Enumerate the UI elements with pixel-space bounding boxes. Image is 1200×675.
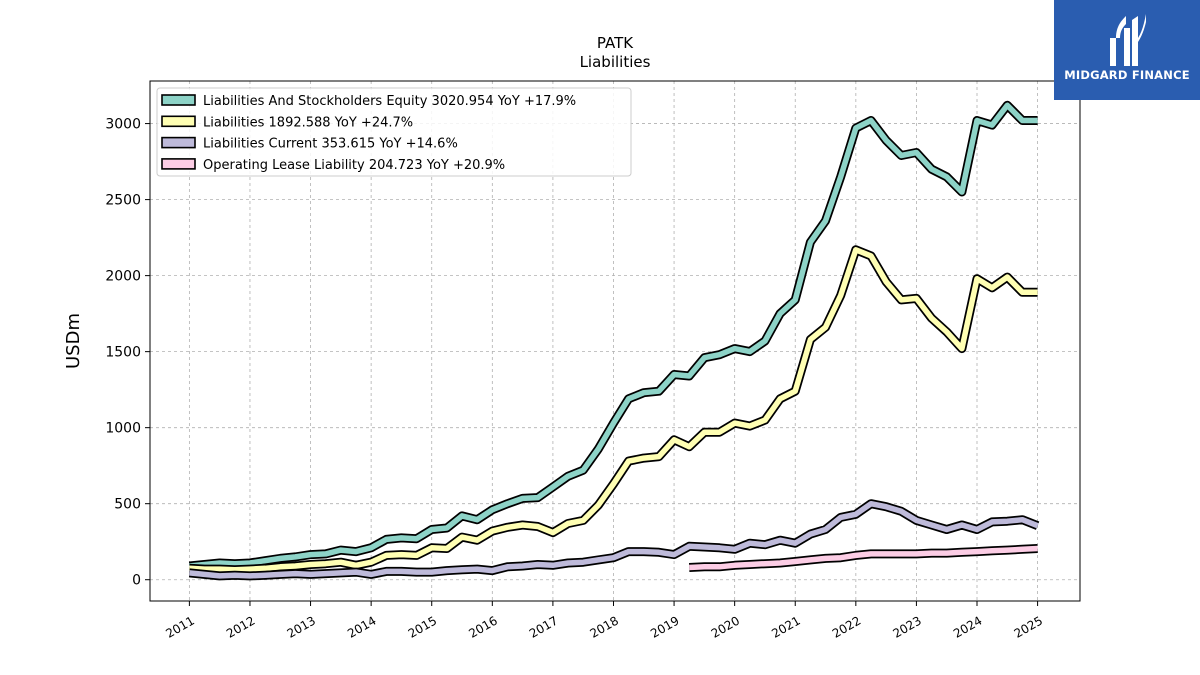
grid <box>150 81 1080 601</box>
x-tick-label: 2016 <box>466 613 499 640</box>
logo-text: MIDGARD FINANCE <box>1064 68 1190 82</box>
series-line <box>189 247 1038 573</box>
legend-entry: Liabilities Current 353.615 YoY +14.6% <box>203 137 458 152</box>
series-1 <box>189 245 1038 575</box>
legend-swatch <box>161 158 196 170</box>
x-tick-label: 2024 <box>951 613 984 640</box>
x-tick-label: 2022 <box>830 613 863 640</box>
x-tick-label: 2015 <box>406 613 439 640</box>
logo-mark-icon <box>1110 14 1146 66</box>
legend-box <box>156 87 632 177</box>
x-tick-label: 2023 <box>890 613 923 640</box>
chart-title: PATK <box>597 34 634 52</box>
series-layer <box>188 100 1040 581</box>
series-3 <box>688 544 1038 572</box>
legend-entry: Operating Lease Liability 204.723 YoY +2… <box>203 158 505 173</box>
legend-swatch <box>161 115 196 128</box>
y-tick-label: 2500 <box>105 193 141 209</box>
chart-subtitle: Liabilities <box>580 53 651 71</box>
y-tick-label: 0 <box>132 573 141 589</box>
y-tick-label: 500 <box>114 497 141 513</box>
y-axis-label: USDm <box>63 313 84 369</box>
legend-entry: Liabilities 1892.588 YoY +24.7% <box>203 115 413 130</box>
x-tick-label: 2013 <box>285 613 318 640</box>
y-tick-label: 1000 <box>105 421 141 437</box>
y-tick-label: 3000 <box>105 117 141 133</box>
x-tick-label: 2020 <box>709 613 742 640</box>
legend-entry: Liabilities And Stockholders Equity 3020… <box>203 94 576 109</box>
y-tick-label: 2000 <box>105 269 141 285</box>
y-tick-label: 1500 <box>105 345 141 361</box>
legend: Liabilities And Stockholders Equity 3020… <box>156 87 632 177</box>
legend-swatch <box>161 136 196 149</box>
series-line <box>689 545 1038 571</box>
x-tick-label: 2017 <box>527 613 560 640</box>
series-line <box>189 102 1038 569</box>
x-tick-label: 2019 <box>648 613 681 640</box>
x-tick-label: 2014 <box>345 613 378 640</box>
series-2 <box>188 499 1040 581</box>
x-tick-label: 2011 <box>163 613 196 640</box>
legend-swatch <box>161 94 196 106</box>
series-0 <box>188 100 1038 571</box>
x-tick-label: 2012 <box>224 613 257 640</box>
plot-frame <box>149 80 1081 602</box>
brand-logo: MIDGARD FINANCE <box>1054 0 1200 100</box>
x-tick-label: 2025 <box>1012 613 1045 640</box>
x-tick-label: 2018 <box>588 613 621 640</box>
series-line <box>189 500 1039 579</box>
x-tick-label: 2021 <box>769 613 802 640</box>
